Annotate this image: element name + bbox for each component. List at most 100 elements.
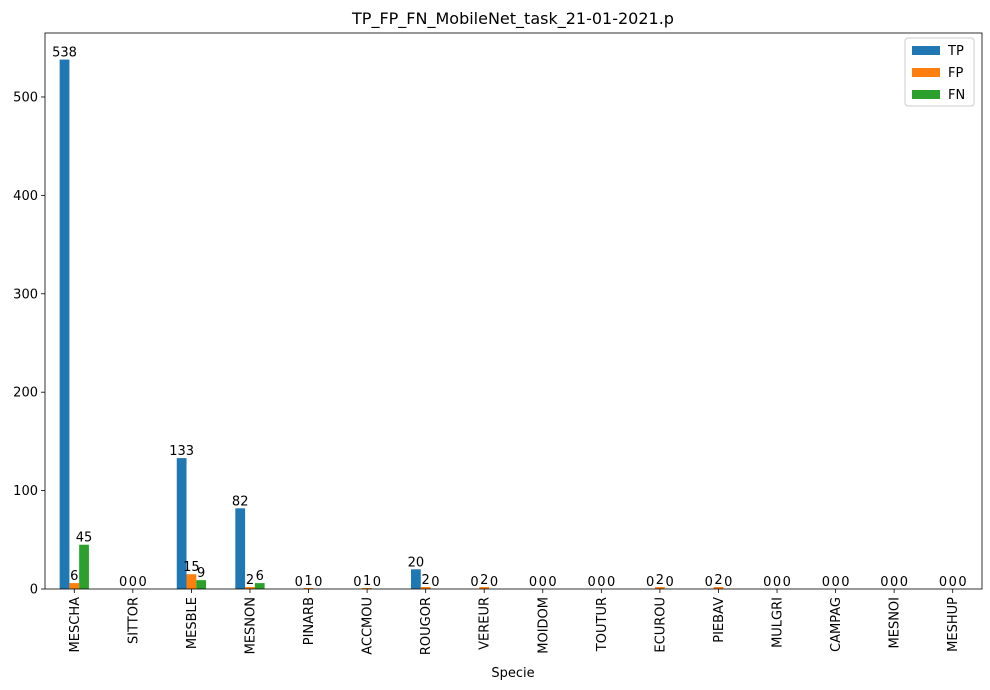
bar-tp [59, 59, 70, 590]
data-label: 0 [129, 575, 137, 590]
y-tick-label: 200 [13, 386, 38, 401]
data-label: 0 [119, 575, 127, 590]
bar-fp [655, 587, 665, 589]
data-label: 0 [490, 575, 498, 590]
bar-fp [245, 587, 255, 589]
data-label: 0 [607, 575, 615, 590]
x-tick-label: MESNOI [888, 597, 903, 648]
bar-fp [713, 587, 724, 589]
y-tick-label: 400 [13, 189, 38, 204]
legend-label-tp: TP [947, 44, 964, 59]
data-label: 0 [548, 575, 556, 590]
x-axis-label: Specie [491, 666, 534, 681]
x-tick-label: ROUGOR [419, 597, 434, 655]
data-label: 0 [431, 575, 439, 590]
x-tick-label: PIEBAV [712, 597, 727, 643]
data-label: 0 [539, 575, 547, 590]
bar-fp [303, 588, 314, 589]
bar-tp [235, 508, 246, 589]
data-label: 0 [597, 575, 605, 590]
data-label: 538 [52, 46, 77, 61]
data-label: 0 [353, 575, 361, 590]
x-tick-label: VEREUR [478, 597, 493, 650]
legend-swatch-fn [912, 90, 940, 99]
x-tick-label: ECUROU [653, 597, 668, 653]
data-label: 0 [470, 575, 478, 590]
data-label: 82 [232, 494, 249, 509]
data-label: 0 [841, 575, 849, 590]
data-label: 133 [169, 444, 194, 459]
data-label: 0 [939, 575, 947, 590]
data-label: 2 [714, 573, 722, 588]
data-label: 0 [831, 575, 839, 590]
bar-fn [254, 583, 265, 589]
chart-title: TP_FP_FN_MobileNet_task_21-01-2021.p [351, 9, 674, 29]
data-label: 2 [480, 573, 488, 588]
x-tick-label: SITTOR [126, 597, 141, 644]
data-label: 0 [138, 575, 146, 590]
y-tick-label: 0 [30, 583, 38, 598]
x-tick-label: MOIDOM [536, 597, 551, 654]
data-label: 2 [246, 573, 254, 588]
y-tick-label: 500 [13, 90, 38, 105]
x-tick-label: MESCHA [68, 597, 83, 653]
data-label: 6 [256, 569, 264, 584]
data-label: 0 [890, 575, 898, 590]
x-tick-label: MESNON [243, 597, 258, 654]
bar-fn [196, 580, 207, 589]
bar-fp [69, 583, 80, 589]
legend-label-fn: FN [948, 88, 965, 103]
legend-label-fp: FP [948, 66, 963, 81]
x-tick-label: MESHUP [946, 597, 961, 652]
legend: TP FP FN [904, 37, 975, 107]
x-axis: MESCHA SITTOR MESBLE MESNON PINARB ACCMOU ROUG… [68, 589, 961, 655]
data-label: 0 [705, 575, 713, 590]
data-label: 0 [587, 575, 595, 590]
y-tick-label: 100 [13, 484, 38, 499]
data-label: 9 [197, 566, 205, 581]
data-label: 0 [900, 575, 908, 590]
data-label: 1 [304, 574, 312, 589]
data-label: 0 [666, 575, 674, 590]
data-label: 0 [880, 575, 888, 590]
data-label: 0 [773, 575, 781, 590]
data-label: 0 [529, 575, 537, 590]
data-label: 0 [724, 575, 732, 590]
legend-swatch-fp [912, 68, 940, 77]
data-label: 15 [183, 560, 200, 575]
data-label: 0 [295, 575, 303, 590]
data-label: 45 [76, 531, 93, 546]
data-label: 0 [314, 575, 322, 590]
bar-fp [420, 587, 431, 589]
bar-fp [362, 588, 372, 589]
x-tick-label: TOUTUR [595, 597, 610, 652]
data-label: 0 [958, 575, 966, 590]
x-tick-label: CAMPAG [829, 597, 844, 652]
bar-fn [79, 544, 89, 589]
data-label: 2 [656, 573, 664, 588]
data-label: 20 [408, 555, 425, 570]
bar-tp [176, 458, 187, 589]
data-label: 6 [70, 569, 78, 584]
x-tick-label: MESBLE [185, 597, 200, 649]
x-tick-label: MULGRI [771, 597, 786, 648]
x-tick-label: PINARB [302, 597, 317, 645]
data-label: 0 [763, 575, 771, 590]
data-label: 0 [949, 575, 957, 590]
bar-fp [479, 587, 490, 589]
y-tick-label: 300 [13, 287, 38, 302]
axes-frame [44, 32, 983, 590]
data-label: 0 [373, 575, 381, 590]
data-label: 0 [783, 575, 791, 590]
data-label: 1 [363, 574, 371, 589]
data-label: 2 [422, 573, 430, 588]
data-label: 0 [822, 575, 830, 590]
y-axis: 0 100 200 300 400 500 [13, 90, 45, 598]
data-label: 0 [646, 575, 654, 590]
x-tick-label: ACCMOU [361, 597, 376, 655]
bar-fp [186, 574, 197, 589]
bar-tp [411, 569, 421, 589]
legend-swatch-tp [912, 46, 940, 55]
